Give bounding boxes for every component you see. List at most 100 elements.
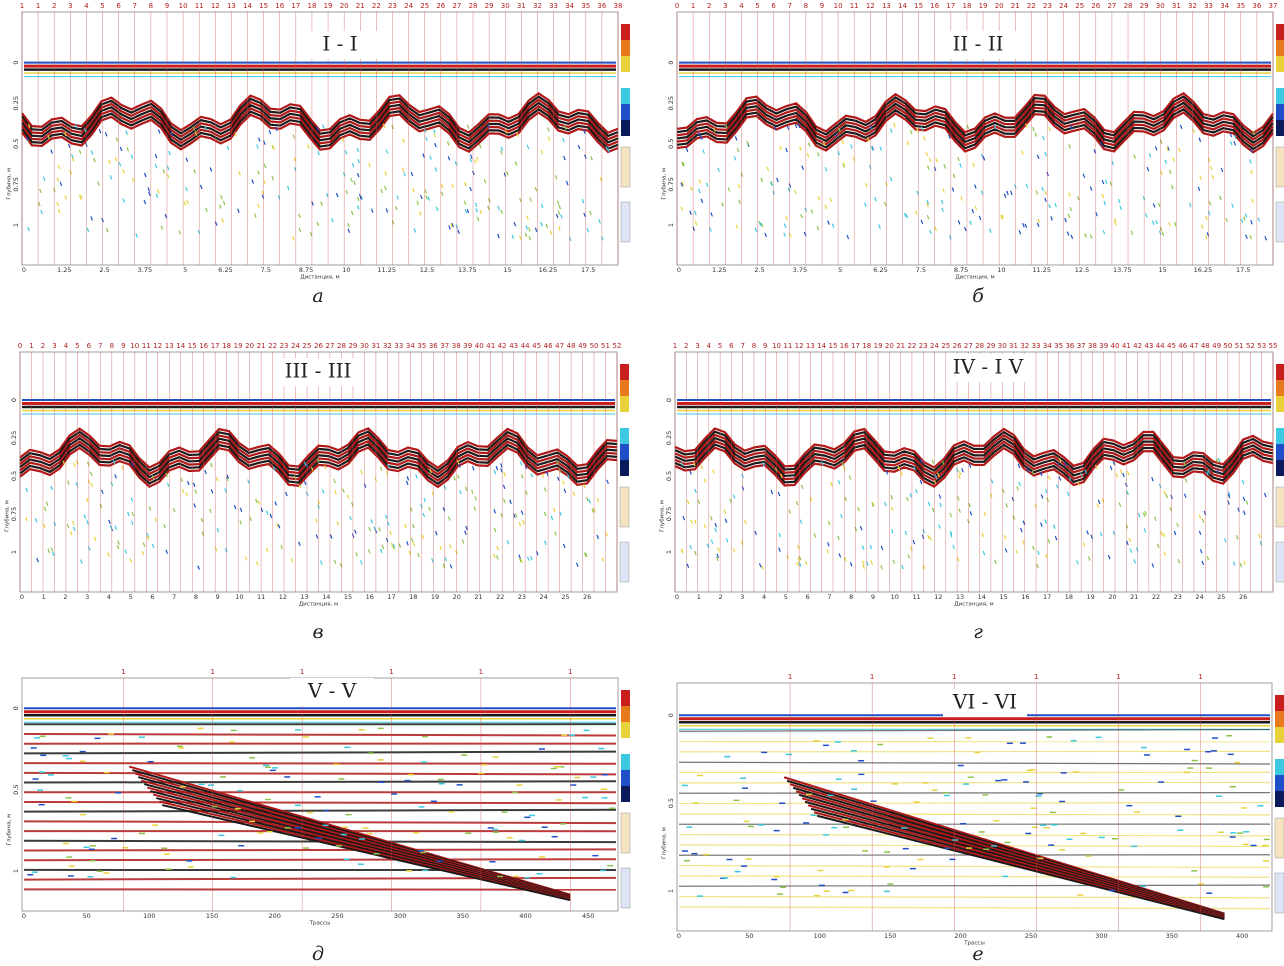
distance-tick-label: 100 [143, 912, 155, 920]
noise [697, 132, 701, 137]
noise [27, 226, 30, 232]
noise [1244, 213, 1248, 218]
noise [1159, 139, 1163, 144]
noise [560, 214, 563, 219]
noise [434, 142, 437, 148]
noise [552, 507, 556, 513]
trace-number: 33 [1204, 2, 1213, 10]
noise [25, 516, 28, 522]
noise [1020, 528, 1023, 533]
noise [931, 459, 935, 464]
noise [774, 126, 777, 131]
noise [129, 558, 133, 563]
noise [257, 137, 261, 142]
trace-number: 23 [388, 2, 397, 10]
noise [260, 507, 264, 513]
noise [135, 233, 138, 238]
noise [862, 564, 865, 570]
color-bar-segment [1275, 743, 1284, 759]
noise [817, 152, 820, 157]
trace-number: 3 [52, 342, 56, 350]
plot-frame [21, 677, 619, 912]
noise [770, 181, 773, 187]
noise [1198, 530, 1202, 536]
noise [1159, 226, 1163, 232]
noise [464, 530, 467, 535]
noise [483, 179, 487, 184]
noise [906, 140, 910, 146]
noise [848, 475, 852, 480]
distance-tick-label: 24 [1195, 593, 1203, 601]
noise [830, 481, 833, 487]
distance-tick-label: 300 [1095, 932, 1107, 940]
trace-number: 19 [874, 342, 883, 350]
noise [1152, 203, 1156, 208]
noise [1058, 458, 1062, 463]
noise [1144, 510, 1147, 516]
legend-box [619, 486, 630, 528]
noise [1234, 134, 1237, 140]
noise [114, 156, 118, 162]
depth-tick-label: 0.5 [667, 139, 675, 149]
noise [464, 208, 468, 214]
trace-number: 34 [406, 342, 415, 350]
trace-number: 44 [1156, 342, 1165, 350]
noise [257, 500, 261, 505]
layer [678, 792, 1271, 794]
dipping-reflector [816, 814, 1225, 921]
noise [115, 137, 119, 142]
color-bar-segment [1276, 24, 1284, 40]
noise [798, 562, 802, 567]
noise [354, 529, 357, 534]
noise [1024, 223, 1028, 228]
noise [90, 150, 94, 155]
noise [277, 524, 281, 529]
noise [826, 549, 830, 554]
noise [513, 221, 517, 227]
noise [234, 132, 238, 137]
trace-number: 32 [1188, 2, 1197, 10]
noise [994, 559, 997, 565]
noise [131, 462, 134, 467]
noise [557, 210, 561, 215]
noise [83, 128, 87, 133]
noise [879, 146, 883, 151]
noise [519, 461, 523, 466]
noise [90, 216, 93, 221]
noise [170, 131, 174, 137]
noise [216, 528, 220, 533]
noise [347, 228, 351, 234]
noise [786, 125, 790, 130]
distance-tick-label: 2 [63, 593, 67, 601]
reflector [674, 446, 1274, 488]
noise [50, 547, 54, 552]
layer [23, 876, 617, 881]
noise [844, 556, 847, 562]
distance-tick-label: 3.75 [138, 266, 152, 274]
distance-tick-label: 11 [257, 593, 265, 601]
noise [988, 228, 992, 234]
trace-number: 5 [100, 2, 104, 10]
distance-tick-label: 400 [1236, 932, 1248, 940]
noise [746, 140, 749, 146]
trace-number: 2 [707, 2, 711, 10]
noise [905, 213, 909, 219]
noise [1036, 222, 1040, 227]
title-bg [276, 358, 360, 386]
noise [562, 480, 565, 485]
distance-tick-label: 250 [1025, 932, 1037, 940]
noise [1199, 175, 1202, 180]
noise [122, 169, 125, 174]
noise [356, 147, 360, 153]
distance-tick-label: 23 [1174, 593, 1182, 601]
noise [226, 145, 230, 151]
noise [1229, 140, 1233, 146]
noise [380, 188, 383, 194]
noise [500, 150, 503, 155]
layer [23, 750, 617, 755]
noise [429, 468, 432, 474]
noise [1207, 469, 1211, 474]
noise [1040, 494, 1044, 499]
noise [257, 170, 260, 175]
